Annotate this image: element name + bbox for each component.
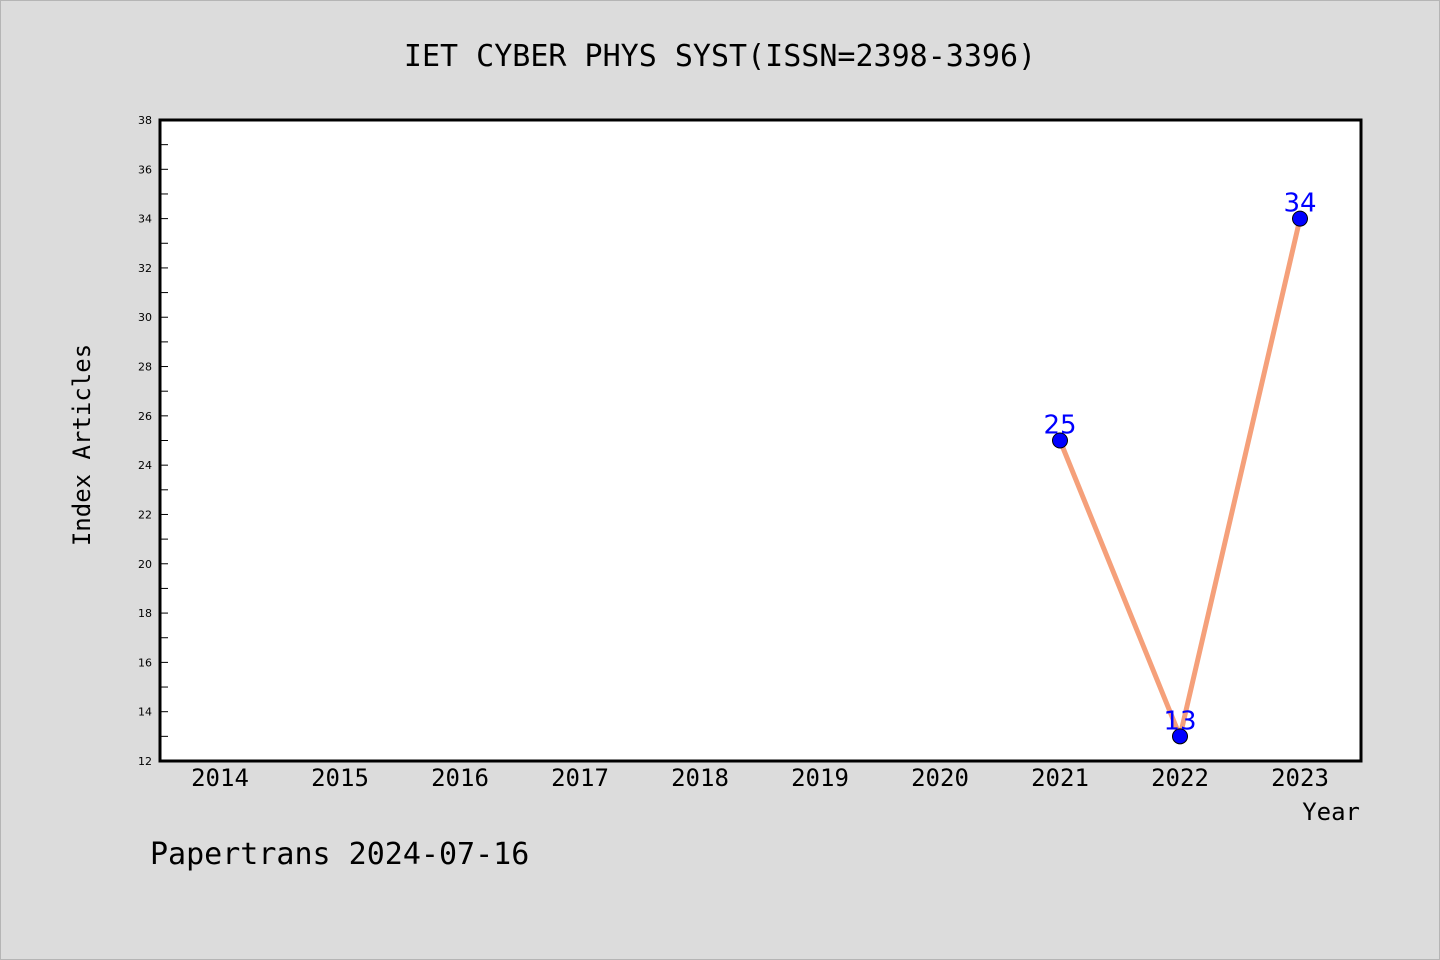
data-label: 25 (1043, 411, 1076, 441)
y-tick-label: 16 (138, 656, 152, 669)
x-tick-label: 2014 (191, 764, 249, 792)
data-label: 34 (1283, 189, 1316, 219)
y-tick-label: 12 (138, 755, 152, 768)
y-tick-label: 14 (138, 706, 152, 719)
x-tick-label: 2018 (671, 764, 729, 792)
x-tick-label: 2020 (911, 764, 969, 792)
y-tick-label: 36 (138, 163, 152, 176)
data-point (1292, 210, 1308, 227)
data-point (1172, 728, 1188, 745)
x-tick-label: 2022 (1151, 764, 1209, 792)
y-tick-label: 18 (138, 607, 152, 620)
x-tick-label: 2016 (431, 764, 489, 792)
x-axis-label: Year (1302, 798, 1360, 826)
x-tick-label: 2021 (1031, 764, 1089, 792)
y-tick-label: 34 (138, 213, 152, 226)
x-tick-label: 2015 (311, 764, 369, 792)
y-tick-label: 30 (138, 311, 152, 324)
y-tick-label: 24 (138, 459, 152, 472)
data-label: 13 (1163, 706, 1196, 736)
y-tick-label: 26 (138, 410, 152, 423)
plot-frame (158, 118, 1363, 763)
y-axis-label: Index Articles (68, 344, 96, 546)
footer-watermark: Papertrans 2024-07-16 (150, 837, 529, 872)
y-tick-label: 32 (138, 262, 152, 275)
plot-area (160, 120, 1361, 761)
y-tick-label: 38 (138, 114, 152, 127)
y-tick-label: 28 (138, 361, 152, 374)
x-tick-label: 2023 (1271, 764, 1329, 792)
x-tick-label: 2017 (551, 764, 609, 792)
data-point (1052, 432, 1068, 449)
x-axis: 2014 2015 2016 2017 2018 2019 2020 2021 2022 2023 (191, 764, 1329, 792)
y-tick-label: 22 (138, 508, 152, 521)
x-tick-label: 2019 (791, 764, 849, 792)
y-tick-label: 20 (138, 558, 152, 571)
series-layer: 25 13 34 (1043, 189, 1317, 745)
chart-title: IET CYBER PHYS SYST(ISSN=2398-3396) (404, 39, 1036, 74)
